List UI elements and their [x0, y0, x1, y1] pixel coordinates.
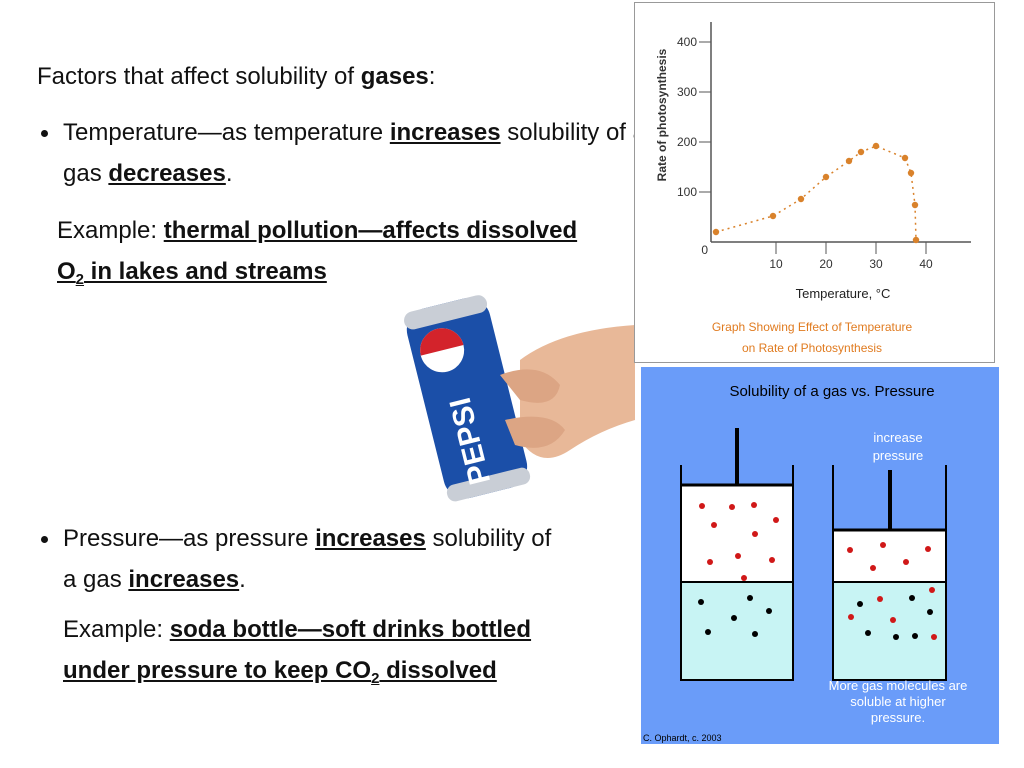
example-pressure: Example: soda bottle—soft drinks bottled… [63, 609, 583, 691]
text-run: increases [389, 119, 501, 146]
text-run: Factors that affect solubility of [37, 63, 361, 90]
diagram-note: soluble at higher [850, 694, 946, 709]
x-tick-label: 40 [919, 257, 933, 271]
diagram-note: More gas molecules are [829, 678, 968, 693]
text-run: solubility of a gas [63, 525, 552, 593]
bullet-pressure: Pressure—as pressure increases solubilit… [37, 518, 563, 600]
x-tick-label: 10 [769, 257, 783, 271]
text-run: : [428, 63, 436, 90]
text-run: decreases [108, 160, 226, 187]
data-point [769, 212, 777, 220]
text-run: solubility of a gas [63, 119, 646, 187]
arrow-label: pressure [873, 448, 924, 463]
text-run: soda bottle—soft drinks bottled under pr… [63, 616, 532, 684]
chart-caption: Graph Showing Effect of Temperature [712, 320, 913, 334]
text-run: increases [128, 566, 240, 593]
pressure-diagram: Solubility of a gas vs. Pressure increas… [641, 367, 999, 744]
data-line [715, 145, 917, 241]
text-run: . [239, 566, 246, 593]
x-tick-label: 30 [869, 257, 883, 271]
text-run: gases [360, 63, 429, 90]
data-point [912, 236, 920, 244]
example-temperature: Example: thermal pollution—affects disso… [57, 210, 587, 292]
text-run: 2 [371, 670, 380, 687]
text-run: Example: [57, 217, 164, 244]
data-point [907, 169, 915, 177]
diagram-credit: C. Ophardt, c. 2003 [643, 733, 722, 743]
text-run: in lakes and streams [84, 258, 327, 285]
data-point [911, 201, 919, 209]
x-axis-label: Temperature, °C [796, 286, 891, 301]
data-point [712, 228, 720, 236]
data-point [872, 142, 880, 150]
can-label: PEPSI [444, 394, 497, 488]
data-point [845, 157, 853, 165]
soda-can-photo: PEPSI [404, 295, 635, 502]
diagram-title: Solubility of a gas vs. Pressure [729, 383, 934, 400]
diagram-note: pressure. [871, 710, 925, 725]
data-point [797, 195, 805, 203]
text-run: dissolved [379, 657, 497, 684]
chart-caption: on Rate of Photosynthesis [742, 341, 882, 355]
text-run: Example: [63, 616, 170, 643]
y-tick-label: 300 [677, 85, 697, 99]
text-run: Pressure—as pressure [63, 525, 316, 552]
data-point [901, 154, 909, 162]
text-run: thermal pollution—affects dissolved O [57, 217, 578, 285]
text-run: increases [315, 525, 426, 552]
bullet-temperature: Temperature—as temperature increases sol… [37, 112, 663, 194]
text-run: 2 [75, 271, 85, 288]
data-point [822, 173, 830, 181]
y-tick-label: 400 [677, 35, 697, 49]
text-run: . [225, 160, 233, 187]
text-run: Temperature—as temperature [63, 119, 390, 146]
arrow-label: increase [873, 430, 922, 445]
chart-frame [634, 2, 995, 363]
y-tick-label: 100 [677, 185, 697, 199]
heading: Factors that affect solubility of gases: [37, 56, 435, 97]
origin-label: 0 [701, 243, 708, 257]
y-tick-label: 200 [677, 135, 697, 149]
x-tick-label: 20 [819, 257, 833, 271]
data-point [857, 148, 865, 156]
